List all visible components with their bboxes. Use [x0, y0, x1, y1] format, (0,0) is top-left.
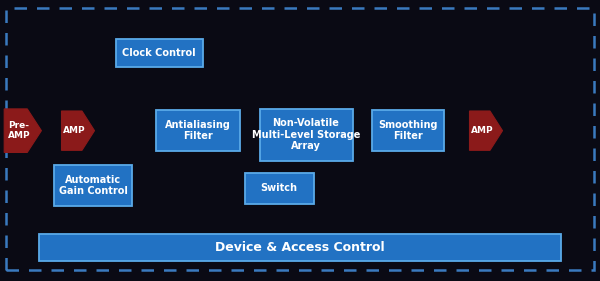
Text: AMP: AMP [64, 126, 86, 135]
FancyBboxPatch shape [245, 173, 314, 204]
Text: AMP: AMP [472, 126, 494, 135]
FancyBboxPatch shape [156, 110, 240, 151]
FancyBboxPatch shape [54, 165, 132, 206]
Polygon shape [62, 111, 95, 150]
FancyBboxPatch shape [39, 234, 561, 261]
Polygon shape [4, 109, 41, 152]
Text: Pre-
AMP: Pre- AMP [8, 121, 31, 140]
Text: Device & Access Control: Device & Access Control [215, 241, 385, 254]
Text: Clock Control: Clock Control [122, 48, 196, 58]
FancyBboxPatch shape [260, 109, 353, 161]
Text: Antialiasing
Filter: Antialiasing Filter [165, 120, 231, 141]
FancyBboxPatch shape [372, 110, 444, 151]
Polygon shape [470, 111, 503, 150]
Text: Switch: Switch [260, 183, 298, 193]
Text: Smoothing
Filter: Smoothing Filter [378, 120, 438, 141]
Text: Automatic
Gain Control: Automatic Gain Control [59, 175, 127, 196]
Text: Non-Volatile
Multi-Level Storage
Array: Non-Volatile Multi-Level Storage Array [252, 118, 360, 151]
FancyBboxPatch shape [115, 39, 203, 67]
